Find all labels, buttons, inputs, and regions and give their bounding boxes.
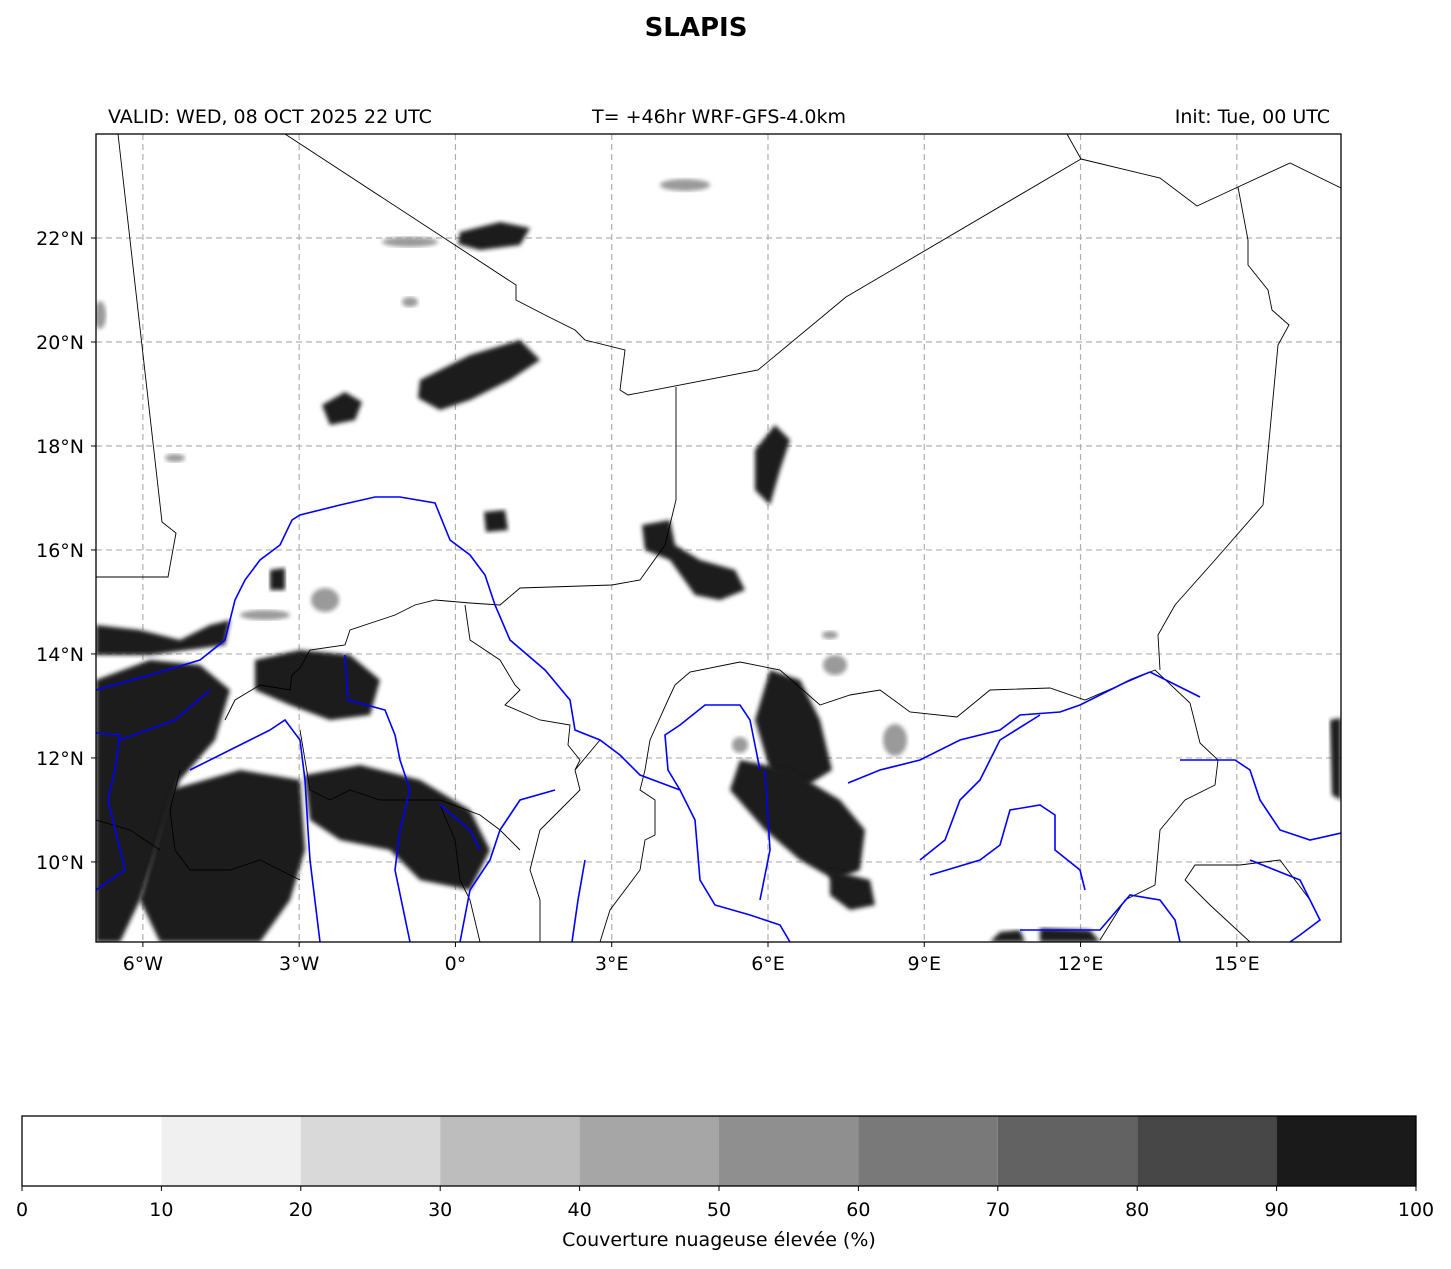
x-tick-label: 6°E: [751, 953, 785, 975]
init-time: Init: Tue, 00 UTC: [1175, 106, 1330, 128]
colorbar-segment: [579, 1116, 719, 1186]
x-tick-label: 9°E: [907, 953, 941, 975]
colorbar-tick-label: 70: [986, 1199, 1010, 1221]
y-tick-label: 16°N: [36, 540, 84, 562]
colorbar-tick-label: 60: [846, 1199, 870, 1221]
cloud-field: [96, 179, 1341, 942]
colorbar-tick-label: 90: [1265, 1199, 1289, 1221]
y-tick-label: 20°N: [36, 332, 84, 354]
colorbar-segment: [719, 1116, 859, 1186]
x-tick-label: 6°W: [123, 953, 164, 975]
x-tick-label: 15°E: [1214, 953, 1260, 975]
colorbar-tick-label: 20: [289, 1199, 313, 1221]
colorbar-label: Couverture nuageuse élevée (%): [562, 1229, 876, 1251]
colorbar-segment: [161, 1116, 301, 1186]
map-frame: [95, 133, 1342, 943]
rivers: [96, 496, 1341, 942]
x-tick-label: 3°W: [279, 953, 320, 975]
forecast-lead: T= +46hr WRF-GFS-4.0km: [591, 106, 846, 128]
map-content: [96, 134, 1341, 942]
valid-time: VALID: WED, 08 OCT 2025 22 UTC: [108, 106, 432, 128]
colorbar-segment: [1137, 1116, 1277, 1186]
colorbar-segment: [440, 1116, 580, 1186]
y-tick-label: 10°N: [36, 852, 84, 874]
x-tick-label: 0°: [445, 953, 467, 975]
title: SLAPIS: [645, 13, 748, 43]
colorbar-segment: [858, 1116, 998, 1186]
x-tick-label: 12°E: [1058, 953, 1104, 975]
grid-layer: [96, 134, 1341, 942]
colorbar: 0 10 20 30 40 50 60 70 80 90 100: [16, 1115, 1434, 1221]
colorbar-tick-label: 50: [707, 1199, 731, 1221]
colorbar-tick-label: 10: [149, 1199, 173, 1221]
x-tick-label: 3°E: [595, 953, 629, 975]
colorbar-segment: [300, 1116, 441, 1186]
colorbar-tick-label: 30: [428, 1199, 452, 1221]
colorbar-tick-label: 0: [16, 1199, 28, 1221]
colorbar-tick-label: 80: [1125, 1199, 1149, 1221]
colorbar-tick-label: 100: [1398, 1199, 1434, 1221]
colorbar-segment: [1276, 1116, 1416, 1186]
y-tick-label: 22°N: [36, 228, 84, 250]
y-tick-label: 12°N: [36, 748, 84, 770]
colorbar-tick-label: 40: [568, 1199, 592, 1221]
colorbar-segment: [22, 1116, 162, 1186]
borders: [96, 134, 1341, 942]
y-tick-label: 14°N: [36, 644, 84, 666]
colorbar-segment: [997, 1116, 1138, 1186]
y-tick-label: 18°N: [36, 436, 84, 458]
